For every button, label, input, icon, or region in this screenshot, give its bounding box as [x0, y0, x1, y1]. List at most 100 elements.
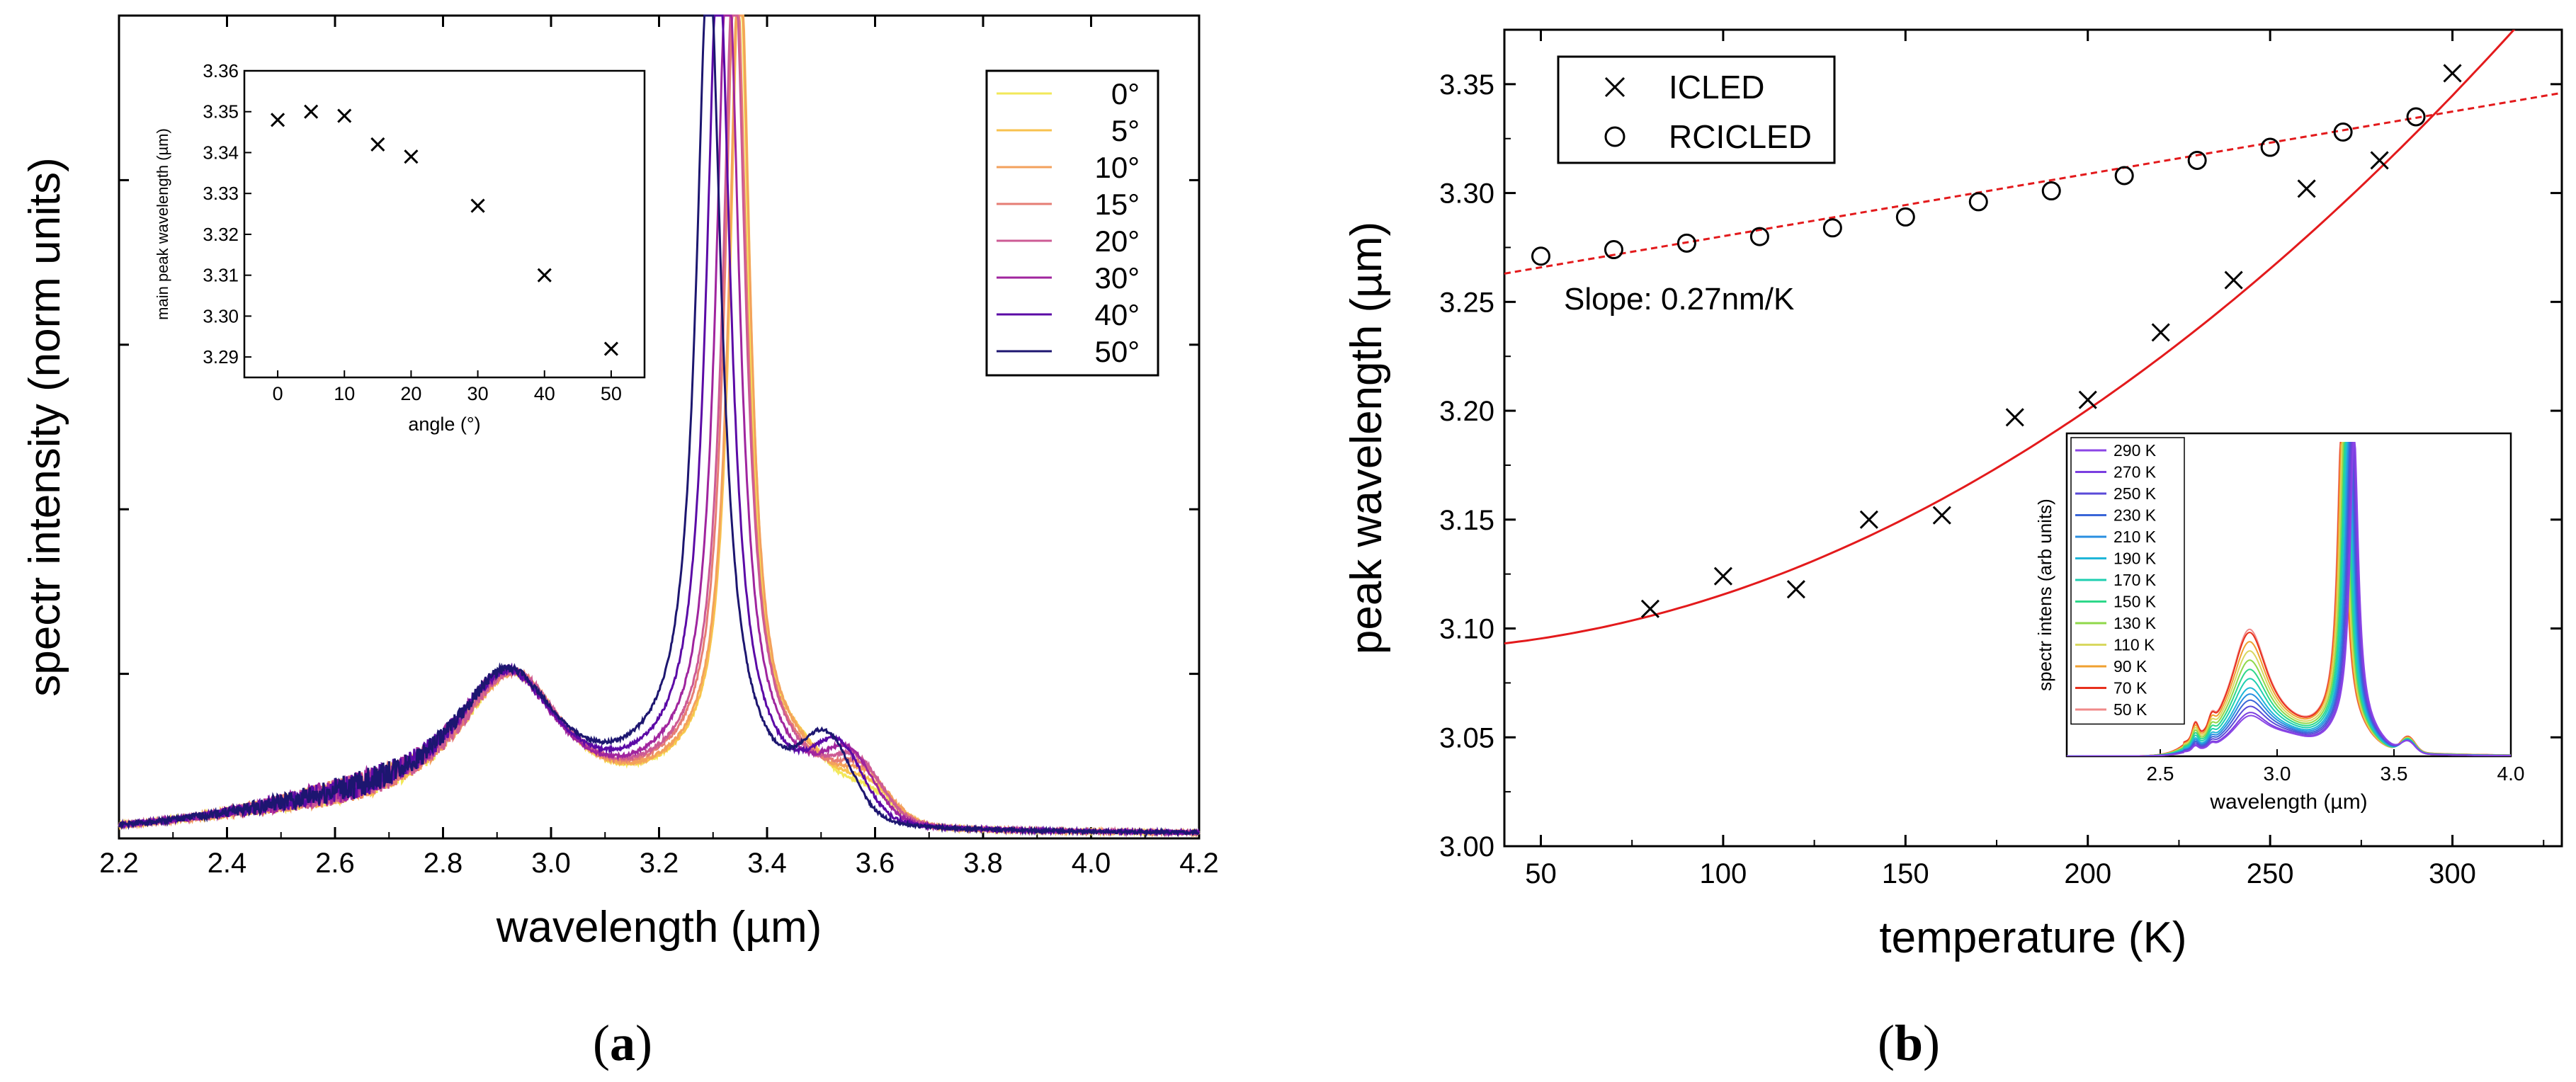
inset-series-group	[2067, 442, 2511, 756]
icled-point	[2078, 390, 2097, 409]
legend-label: 20°	[1094, 224, 1140, 258]
inset-y-tick-label: 3.35	[203, 101, 239, 123]
legend-marker-icled	[1604, 76, 1625, 98]
rcicled-point	[2187, 150, 2207, 170]
icled-point	[1932, 506, 1951, 525]
rcicled-point	[2114, 166, 2134, 186]
x-tick-label: 200	[2064, 858, 2111, 889]
x-axis-label: wavelength (µm)	[496, 903, 822, 952]
inset-frame	[243, 69, 646, 379]
inset-y-tick-label: 3.34	[203, 142, 239, 163]
inset-y-tick-label: 3.36	[203, 60, 239, 81]
y-axis-label: peak wavelength (µm)	[1342, 222, 1391, 654]
inset-x-axis-label: angle (°)	[408, 414, 480, 435]
inset-point	[370, 137, 385, 152]
inset-x-tick-label: 3.0	[2264, 763, 2291, 785]
inset-point	[271, 113, 285, 127]
inset-chart: 0 10 20 30 40 50 3.29 3.30 3.31 3.32 3.33 3.34 3.35 3…	[154, 60, 646, 435]
x-tick-label: 100	[1700, 858, 1747, 889]
x-tick-label: 3.2	[640, 848, 679, 879]
panel-b-label: (b)	[1878, 1015, 1940, 1071]
rcicled-point	[2333, 123, 2353, 142]
panel-a: 2.2 2.4 2.6 2.8 3.0 3.2 3.4 3.6 3.8 4.0 4.2 wavelen…	[21, 14, 1219, 952]
inset-point	[537, 268, 552, 283]
y-tick-label: 3.15	[1439, 505, 1494, 536]
inset-y-axis-label: main peak wavelength (µm)	[154, 128, 171, 320]
y-tick-label: 3.20	[1439, 396, 1494, 427]
rcicled-point	[2406, 107, 2426, 127]
rcicled-point	[2260, 137, 2280, 157]
legend-label: 50°	[1094, 335, 1140, 368]
y-tick-label: 3.30	[1439, 178, 1494, 210]
x-tick-label: 4.2	[1179, 848, 1219, 879]
inset-x-tick-label: 40	[534, 383, 555, 404]
inset-point	[304, 104, 319, 119]
inset-legend-label: 70 K	[2113, 679, 2147, 697]
x-tick-label: 4.0	[1072, 848, 1111, 879]
inset-y-axis-label: spectr intens (arb units)	[2034, 499, 2055, 691]
axes-ticks: 50 100 150 200 250 300 3.00 3.05 3.10 3.15 3.20 3.2…	[1439, 29, 2562, 889]
inset-legend-label: 150 K	[2113, 593, 2157, 611]
inset-series-line	[2067, 442, 2511, 756]
legend: 0° 5° 10° 15°20°30°40° 50°	[985, 69, 1159, 377]
inset-legend-label: 90 K	[2113, 657, 2147, 676]
inset-legend-label: 270 K	[2113, 463, 2157, 482]
legend-label: 15°	[1094, 188, 1140, 221]
inset-x-tick-label: 50	[601, 383, 622, 404]
legend-marker-rcicled	[1604, 126, 1625, 147]
rcicled-point	[1676, 233, 1696, 253]
icled-point	[1786, 580, 1805, 599]
x-tick-label: 250	[2247, 858, 2294, 889]
panel-a-label: (a)	[593, 1015, 652, 1071]
icled-point	[1859, 510, 1878, 529]
legend-label: 40°	[1094, 298, 1140, 331]
rcicled-point	[1604, 240, 1623, 260]
x-tick-label: 300	[2429, 858, 2476, 889]
legend-label-rcicled: RCICLED	[1669, 118, 1812, 155]
data-points	[1531, 64, 2462, 618]
y-axis-label: spectr intensity (norm units)	[21, 157, 69, 696]
legend: ICLED RCICLED	[1557, 55, 1836, 164]
x-ticks: 2.2 2.4 2.6 2.8 3.0 3.2 3.4 3.6 3.8 4.0 4.2	[99, 16, 1219, 879]
x-axis-label: temperature (K)	[1879, 913, 2186, 962]
inset-legend-label: 190 K	[2113, 549, 2157, 568]
inset-y-tick-label: 3.29	[203, 346, 239, 368]
inset-x-tick-label: 3.5	[2381, 763, 2408, 785]
icled-point	[2005, 408, 2024, 427]
x-tick-label: 3.0	[531, 848, 571, 879]
y-tick-label: 3.35	[1439, 69, 1494, 101]
inset-point	[603, 341, 618, 356]
x-tick-label: 150	[1882, 858, 1929, 889]
inset-x-axis-label: wavelength (µm)	[2209, 790, 2367, 814]
panel-b: 50 100 150 200 250 300 3.00 3.05 3.10 3.15 3.20 3.2…	[1342, 28, 2563, 962]
series-group	[118, 14, 1201, 838]
slope-annotation: Slope: 0.27nm/K	[1564, 282, 1794, 317]
y-tick-label: 3.00	[1439, 831, 1494, 862]
inset-legend-label: 210 K	[2113, 528, 2157, 546]
legend-label: 5°	[1111, 114, 1140, 147]
legend-box	[1557, 55, 1836, 164]
rcicled-fit-line	[1504, 91, 2562, 275]
x-tick-label: 2.6	[315, 848, 355, 879]
icled-fit-line	[1504, 30, 2516, 645]
y-tick-label: 3.10	[1439, 614, 1494, 645]
rcicled-point	[1895, 207, 1915, 227]
legend-label: 0°	[1111, 77, 1140, 110]
icled-point	[2297, 179, 2316, 198]
inset-y-tick-label: 3.31	[203, 265, 239, 286]
inset-x-tick-label: 10	[334, 383, 355, 404]
icled-point	[2151, 323, 2170, 342]
inset-legend-label: 110 K	[2113, 636, 2155, 654]
inset-x-tick-label: 20	[400, 383, 421, 404]
inset-point	[470, 198, 485, 213]
inset-legend-label: 290 K	[2113, 441, 2157, 460]
inset-legend-label: 50 K	[2113, 700, 2147, 719]
inset-legend-label: 170 K	[2113, 571, 2157, 589]
x-tick-label: 2.4	[208, 848, 247, 879]
x-tick-label: 2.8	[424, 848, 463, 879]
x-tick-label: 3.8	[963, 848, 1003, 879]
x-tick-label: 3.6	[856, 848, 895, 879]
inset-point	[337, 108, 352, 123]
icled-point	[2443, 64, 2462, 83]
